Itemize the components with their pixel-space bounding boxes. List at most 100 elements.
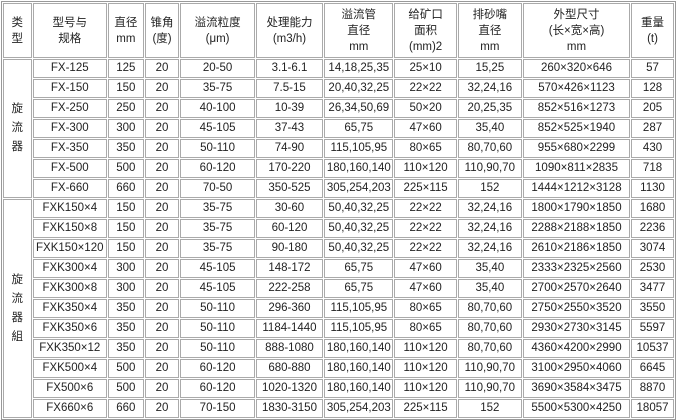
header-spigot: 排砂嘴 直径 mm [457,3,522,58]
table-row: FXK350×6 350 20 50-110 1184-1440 115,105,95 80… [3,319,674,338]
header-line: 规格 [58,32,82,45]
cell-model: FX-150 [32,79,107,98]
cell-model: FXK150×4 [32,199,107,218]
type-cell: 旋流器組 [3,199,32,418]
cell-weight: 6645 [631,359,674,378]
cell-overflow-size: 45-105 [180,279,255,298]
cell-spigot: 35,40 [457,119,522,138]
cell-capacity: 1020-1320 [255,379,324,398]
header-line: 溢流管 [341,8,377,21]
cell-overflow-size: 50-110 [180,339,255,358]
cell-capacity: 37-43 [255,119,324,138]
header-capacity: 处理能力 (m3/h) [255,3,324,58]
cell-spigot: 32,24,16 [457,219,522,238]
cell-dimensions: 955×680×2299 [522,139,631,158]
cell-overflow-pipe: 180,160,140 [324,379,394,398]
type-char: 器 [11,141,24,153]
cell-weight: 2530 [631,259,674,278]
cell-cone-angle: 20 [144,399,180,418]
cell-feed-area: 110×120 [394,339,457,358]
cell-cone-angle: 20 [144,119,180,138]
cell-feed-area: 110×120 [394,359,457,378]
cell-capacity: 170-220 [255,159,324,178]
type-char: 流 [11,122,24,134]
cell-diameter: 350 [108,319,144,338]
cell-diameter: 350 [108,139,144,158]
header-line: (t) [647,32,658,45]
cell-weight: 287 [631,119,674,138]
cell-cone-angle: 20 [144,259,180,278]
cell-diameter: 150 [108,219,144,238]
cell-spigot: 80,70,60 [457,299,522,318]
cell-cone-angle: 20 [144,359,180,378]
cell-dimensions: 2288×2188×1850 [522,219,631,238]
type-char: 器 [11,311,24,324]
cell-weight: 1680 [631,199,674,218]
cell-diameter: 500 [108,379,144,398]
cell-model: FXK350×4 [32,299,107,318]
cell-spigot: 35,40 [457,259,522,278]
cell-dimensions: 570×426×1123 [522,79,631,98]
cell-overflow-size: 60-120 [180,159,255,178]
header-line: 面积 [414,24,438,37]
cell-feed-area: 225×115 [394,179,457,198]
cell-feed-area: 22×22 [394,219,457,238]
header-diameter: 直径 mm [108,3,144,58]
cell-model: FXK300×8 [32,279,107,298]
cell-weight: 10537 [631,339,674,358]
cell-spigot: 110,90,70 [457,359,522,378]
cell-feed-area: 22×22 [394,199,457,218]
cell-model: FXK500×4 [32,359,107,378]
cell-overflow-size: 35-75 [180,219,255,238]
cell-weight: 57 [631,59,674,78]
cell-weight: 8870 [631,379,674,398]
cell-weight: 1130 [631,179,674,198]
cell-dimensions: 2700×2570×2640 [522,279,631,298]
cell-overflow-pipe: 180,160,140 [324,359,394,378]
cell-overflow-pipe: 20,40,32,25 [324,79,394,98]
cell-cone-angle: 20 [144,159,180,178]
cell-capacity: 296-360 [255,299,324,318]
table-row: FXK500×4 500 20 60-120 680-880 180,160,140 110… [3,359,674,378]
table-row: FX-660 660 20 70-50 350-525 305,254,203 225×11… [3,179,674,198]
cell-dimensions: 3100×2950×4060 [522,359,631,378]
cell-weight: 3074 [631,239,674,258]
header-line: (度) [152,32,172,45]
table-row: FXK150×120 150 20 35-75 90-180 50,40,32,25 22×… [3,239,674,258]
cell-model: FX-300 [32,119,107,138]
header-line: mm [480,40,500,53]
cell-overflow-pipe: 115,105,95 [324,139,394,158]
cell-spigot: 20,25,35 [457,99,522,118]
cell-overflow-size: 45-105 [180,259,255,278]
cell-weight: 718 [631,159,674,178]
cell-dimensions: 1444×1212×3128 [522,179,631,198]
cell-feed-area: 47×60 [394,259,457,278]
cell-model: FXK150×120 [32,239,107,258]
header-line: 溢流粒度 [194,16,241,29]
cell-model: FXK350×6 [32,319,107,338]
cell-cone-angle: 20 [144,79,180,98]
header-line: 外型尺寸 [553,8,600,21]
type-char: 流 [11,292,24,305]
cell-diameter: 300 [108,259,144,278]
cell-spigot: 80,70,60 [457,319,522,338]
cell-model: FX500×6 [32,379,107,398]
cell-diameter: 500 [108,359,144,378]
cell-model: FXK350×12 [32,339,107,358]
header-line: 给矿口 [408,8,443,21]
cell-capacity: 350-525 [255,179,324,198]
header-type: 类型 [3,3,32,58]
table-row: FX-300 300 20 45-105 37-43 65,75 47×60 35,40 852… [3,119,674,138]
cell-feed-area: 22×22 [394,79,457,98]
header-cone-angle: 锥角 (度) [144,3,180,58]
header-line: 处理能力 [266,16,313,29]
header-feed-area: 给矿口 面积 (mm)2 [394,3,457,58]
cell-diameter: 150 [108,239,144,258]
cell-capacity: 888-1080 [255,339,324,358]
cell-capacity: 60-120 [255,219,324,238]
cell-cone-angle: 20 [144,99,180,118]
cell-spigot: 80,70,60 [457,339,522,358]
header-line: mm [349,40,369,53]
cell-overflow-pipe: 305,254,203 [324,179,394,198]
